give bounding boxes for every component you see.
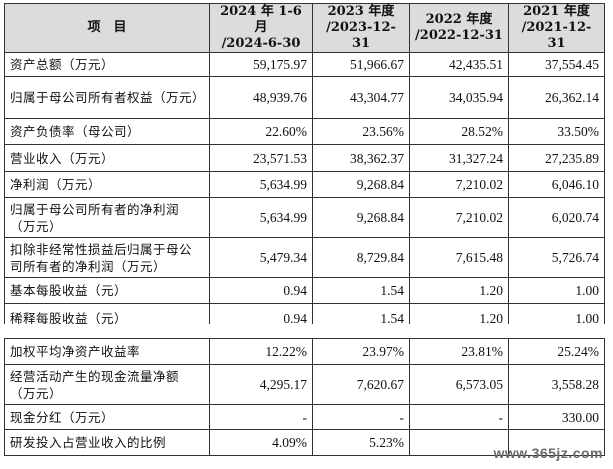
table-row: 经营活动产生的现金流量净额（万元） 4,295.17 7,620.67 6,57…	[4, 364, 605, 405]
table-row: 归属于母公司所有者的净利润（万元） 5,634.99 9,268.84 7,21…	[4, 197, 605, 238]
financial-table-top: 项 目 2024 年 1-6 月/2024-6-30 2023 年度/2023-…	[4, 3, 605, 334]
cell-value: 6,020.74	[508, 197, 605, 238]
cell-value: 23.81%	[409, 338, 509, 365]
cell-value: 23,571.53	[209, 144, 313, 172]
header-row: 项 目 2024 年 1-6 月/2024-6-30 2023 年度/2023-…	[4, 3, 605, 53]
cell-value: 51,966.67	[312, 52, 410, 77]
cell-value: 4.09%	[209, 429, 313, 456]
cell-value: 6,046.10	[508, 171, 605, 198]
cell-value: -	[409, 404, 509, 430]
cell-value: 28.52%	[409, 118, 509, 145]
cell-value: 12.22%	[209, 338, 313, 365]
table-row: 研发投入占营业收入的比例 4.09% 5.23%	[4, 429, 605, 456]
table-row: 资产总额（万元） 59,175.97 51,966.67 42,435.51 3…	[4, 52, 605, 77]
cell-value: 5,634.99	[209, 171, 313, 198]
page-break-gap	[0, 324, 613, 338]
table-row: 归属于母公司所有者权益（万元） 48,939.76 43,304.77 34,0…	[4, 76, 605, 119]
cell-value: 38,362.37	[312, 144, 410, 172]
financial-table-bottom: 加权平均净资产收益率 12.22% 23.97% 23.81% 25.24% 经…	[4, 338, 605, 456]
cell-value: 9,268.84	[312, 171, 410, 198]
cell-value: 5.23%	[312, 429, 410, 456]
cell-value: 5,634.99	[209, 197, 313, 238]
watermark-text: www.365jz.com	[493, 445, 603, 461]
cell-value: 8,729.84	[312, 237, 410, 278]
cell-value: 7,210.02	[409, 171, 509, 198]
header-period: 2024 年 1-6 月/2024-6-30	[209, 3, 313, 53]
row-label: 扣除非经常性损益后归属于母公司所有者的净利润（万元）	[4, 237, 210, 278]
table-row: 资产负债率（母公司） 22.60% 23.56% 28.52% 33.50%	[4, 118, 605, 145]
cell-value: -	[312, 404, 410, 430]
cell-value: 42,435.51	[409, 52, 509, 77]
cell-value: 43,304.77	[312, 76, 410, 119]
cell-value: 7,210.02	[409, 197, 509, 238]
cell-value: 3,558.28	[508, 364, 605, 405]
row-label: 营业收入（万元）	[4, 144, 210, 172]
cell-value: 37,554.45	[508, 52, 605, 77]
cell-value: 6,573.05	[409, 364, 509, 405]
row-label: 归属于母公司所有者权益（万元）	[4, 76, 210, 119]
row-label: 研发投入占营业收入的比例	[4, 429, 210, 456]
cell-value: 31,327.24	[409, 144, 509, 172]
cell-value: 59,175.97	[209, 52, 313, 77]
cell-value	[508, 429, 605, 456]
cell-value: 9,268.84	[312, 197, 410, 238]
table-row: 扣除非经常性损益后归属于母公司所有者的净利润（万元） 5,479.34 8,72…	[4, 237, 605, 278]
cell-value: 5,726.74	[508, 237, 605, 278]
cell-value: 48,939.76	[209, 76, 313, 119]
table-row: 营业收入（万元） 23,571.53 38,362.37 31,327.24 2…	[4, 144, 605, 172]
table-row: 基本每股收益（元） 0.94 1.54 1.20 1.00	[4, 277, 605, 304]
cell-value: 1.54	[312, 277, 410, 304]
cell-value: 22.60%	[209, 118, 313, 145]
cell-value: 27,235.89	[508, 144, 605, 172]
cell-value: 34,035.94	[409, 76, 509, 119]
header-period: 2021 年度/2021-12-31	[508, 3, 605, 53]
cell-value: 1.20	[409, 277, 509, 304]
cell-value	[409, 429, 509, 456]
header-period: 2023 年度/2023-12-31	[312, 3, 410, 53]
cell-value: 33.50%	[508, 118, 605, 145]
row-label: 归属于母公司所有者的净利润（万元）	[4, 197, 210, 238]
cell-value: 0.94	[209, 277, 313, 304]
cell-value: 23.97%	[312, 338, 410, 365]
cell-value: 23.56%	[312, 118, 410, 145]
cell-value: 7,615.48	[409, 237, 509, 278]
row-label: 现金分红（万元）	[4, 404, 210, 430]
row-label: 加权平均净资产收益率	[4, 338, 210, 365]
table-row: 加权平均净资产收益率 12.22% 23.97% 23.81% 25.24%	[4, 338, 605, 365]
row-label: 资产总额（万元）	[4, 52, 210, 77]
cell-value: 7,620.67	[312, 364, 410, 405]
row-label: 经营活动产生的现金流量净额（万元）	[4, 364, 210, 405]
cell-value: 5,479.34	[209, 237, 313, 278]
table-row: 净利润（万元） 5,634.99 9,268.84 7,210.02 6,046…	[4, 171, 605, 198]
row-label: 资产负债率（母公司）	[4, 118, 210, 145]
row-label: 净利润（万元）	[4, 171, 210, 198]
cell-value: 1.00	[508, 277, 605, 304]
table-row: 现金分红（万元） - - - 330.00	[4, 404, 605, 430]
row-label: 基本每股收益（元）	[4, 277, 210, 304]
cell-value: 26,362.14	[508, 76, 605, 119]
cell-value: 330.00	[508, 404, 605, 430]
header-item: 项 目	[4, 3, 210, 53]
cell-value: 25.24%	[508, 338, 605, 365]
cell-value: 4,295.17	[209, 364, 313, 405]
header-period: 2022 年度/2022-12-31	[409, 3, 509, 53]
cell-value: -	[209, 404, 313, 430]
